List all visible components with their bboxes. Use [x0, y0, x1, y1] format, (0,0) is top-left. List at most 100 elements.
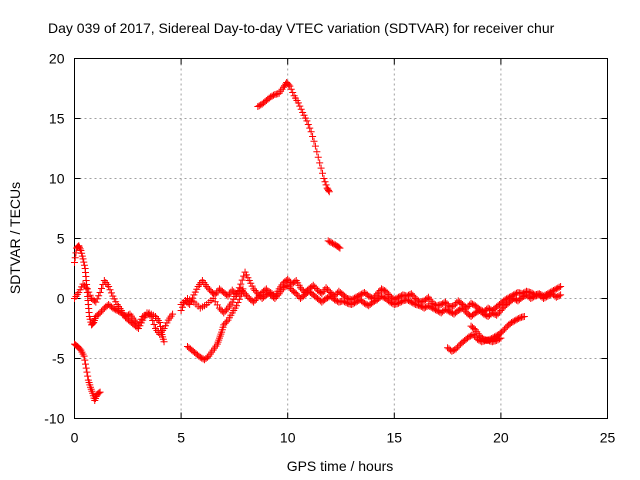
data-point: [324, 237, 332, 245]
series-arc-high: [254, 79, 333, 196]
data-point: [383, 289, 391, 297]
data-point: [332, 297, 340, 304]
data-point: [395, 293, 403, 301]
data-point: [396, 299, 404, 306]
data-point: [405, 297, 413, 304]
data-point: [335, 243, 343, 251]
data-point: [484, 304, 492, 312]
data-point: [296, 102, 304, 110]
data-point: [79, 280, 87, 288]
data-point: [512, 316, 520, 324]
data-point: [80, 352, 88, 360]
y-axis-title: SDTVAR / TECUs: [7, 182, 23, 294]
data-point: [95, 389, 103, 397]
data-point: [382, 287, 390, 295]
y-tick-label: -5: [52, 351, 65, 367]
data-point: [465, 333, 473, 341]
data-point: [169, 310, 177, 318]
data-point: [274, 291, 282, 299]
data-point: [495, 308, 503, 316]
data-point: [443, 306, 451, 314]
data-point: [544, 292, 552, 300]
axis-ticks: 0 5 10 15 20 25 -10 -5 0 5 10 15 20: [44, 51, 615, 446]
data-point: [454, 307, 462, 314]
data-point: [220, 321, 228, 329]
data-point: [432, 306, 440, 314]
x-tick-label: 5: [177, 430, 185, 446]
data-point: [196, 353, 204, 361]
data-point: [478, 334, 486, 342]
x-tick-label: 10: [280, 430, 296, 446]
data-point: [341, 298, 349, 306]
y-tick-label: 15: [49, 111, 65, 127]
data-point: [349, 300, 357, 308]
y-tick-label: 20: [49, 51, 65, 67]
data-point: [96, 309, 104, 317]
data-point: [98, 285, 106, 292]
data-point: [365, 292, 373, 300]
y-tick-label: 10: [49, 171, 65, 187]
data-point: [203, 353, 211, 361]
chart-title: Day 039 of 2017, Sidereal Day-to-day VTE…: [48, 20, 555, 36]
data-point: [285, 81, 293, 89]
data-point: [223, 318, 231, 326]
data-point: [71, 254, 79, 262]
data-point: [557, 283, 565, 290]
data-point: [93, 295, 101, 303]
data-point: [254, 293, 262, 301]
data-point: [497, 307, 505, 314]
data-point: [284, 275, 292, 283]
data-point: [316, 159, 324, 167]
data-point: [499, 327, 507, 335]
data-point: [379, 293, 387, 301]
x-tick-label: 15: [387, 430, 403, 446]
data-point: [220, 309, 228, 317]
data-point: [239, 285, 247, 293]
data-point: [282, 282, 290, 290]
data-point: [540, 295, 548, 302]
data-point: [542, 293, 550, 301]
data-point: [272, 293, 280, 301]
data-point: [426, 303, 434, 310]
data-point: [429, 304, 437, 312]
data-point: [493, 337, 501, 344]
data-point: [319, 169, 327, 177]
data-point: [96, 388, 104, 396]
data-point: [75, 242, 83, 250]
data-point: [233, 302, 241, 310]
data-point: [375, 288, 383, 296]
data-point: [501, 296, 509, 304]
data-point: [527, 295, 535, 302]
data-point: [555, 292, 563, 300]
data-point: [310, 137, 318, 145]
data-point: [510, 317, 518, 325]
data-point: [95, 292, 103, 300]
y-tick-label: -10: [44, 411, 64, 427]
data-point: [311, 283, 319, 291]
y-tick-label: 0: [57, 291, 65, 307]
data-point: [250, 298, 258, 306]
data-point: [286, 82, 294, 90]
data-point: [80, 282, 88, 290]
data-point: [513, 315, 521, 323]
data-point: [464, 303, 472, 310]
data-point: [554, 293, 562, 300]
data-point: [554, 284, 562, 292]
x-tick-label: 0: [71, 430, 79, 446]
data-point: [223, 291, 231, 299]
data-point: [471, 309, 479, 317]
data-point: [289, 89, 297, 96]
data-point: [448, 347, 456, 355]
data-point: [307, 128, 315, 136]
data-point: [410, 300, 418, 308]
data-point: [322, 295, 330, 302]
data-point: [325, 188, 333, 196]
data-point: [552, 285, 560, 293]
data-point: [373, 290, 381, 298]
data-point: [79, 255, 87, 263]
data-point: [541, 294, 549, 302]
data-point: [459, 304, 467, 312]
data-point: [76, 245, 84, 253]
x-tick-label: 25: [600, 430, 616, 446]
